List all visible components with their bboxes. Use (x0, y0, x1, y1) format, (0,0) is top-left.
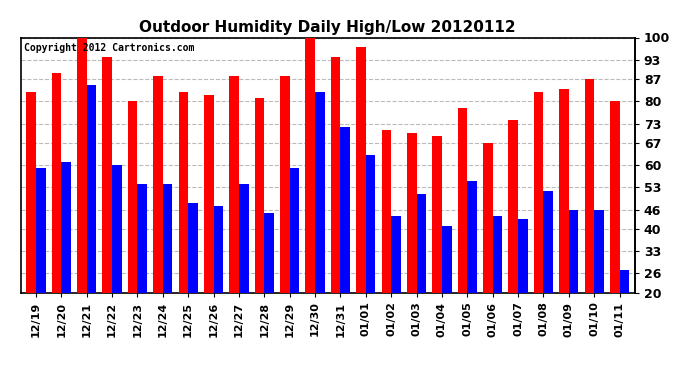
Bar (137, 184, 147, 356)
Bar (26, 92, 36, 356)
Bar (214, 206, 223, 356)
Bar (179, 92, 188, 356)
Bar (382, 130, 391, 356)
Bar (559, 88, 569, 356)
Text: Copyright 2012 Cartronics.com: Copyright 2012 Cartronics.com (23, 43, 194, 52)
Bar (483, 143, 493, 356)
Bar (569, 210, 578, 356)
Bar (366, 155, 375, 356)
Bar (264, 213, 274, 356)
Bar (188, 203, 198, 356)
Bar (584, 79, 594, 356)
Bar (290, 168, 299, 356)
Bar (280, 76, 290, 356)
Bar (112, 165, 121, 356)
Bar (391, 216, 401, 356)
Bar (239, 184, 248, 356)
Bar (77, 38, 87, 356)
Bar (87, 86, 97, 356)
Bar (315, 92, 325, 356)
Bar (340, 127, 350, 356)
Bar (163, 184, 172, 356)
Bar (36, 168, 46, 356)
Bar (457, 108, 467, 356)
Bar (518, 219, 528, 356)
Bar (306, 34, 315, 356)
Bar (331, 57, 340, 356)
Title: Outdoor Humidity Daily High/Low 20120112: Outdoor Humidity Daily High/Low 20120112 (139, 20, 516, 35)
Bar (544, 190, 553, 356)
Bar (493, 216, 502, 356)
Bar (442, 226, 451, 356)
Bar (620, 270, 629, 356)
Bar (417, 194, 426, 356)
Bar (467, 181, 477, 356)
Bar (509, 120, 518, 356)
Bar (610, 101, 620, 356)
Bar (594, 210, 604, 356)
Bar (356, 47, 366, 356)
Bar (407, 133, 417, 356)
Bar (61, 162, 71, 356)
Bar (102, 57, 112, 356)
Bar (433, 136, 442, 356)
Bar (255, 98, 264, 356)
Bar (153, 76, 163, 356)
Bar (534, 92, 544, 356)
Bar (229, 76, 239, 356)
Bar (204, 95, 214, 356)
Bar (52, 73, 61, 356)
Bar (128, 101, 137, 356)
